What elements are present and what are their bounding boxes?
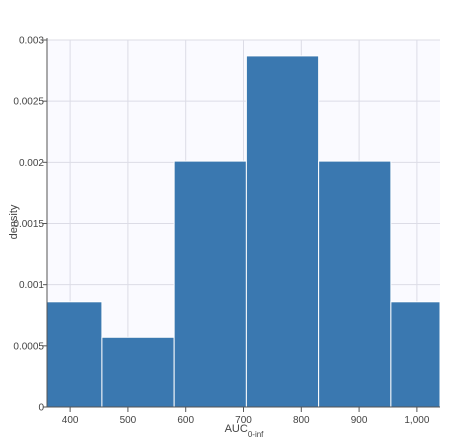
x-tick-label: 600: [177, 415, 194, 426]
tick-labels: 0 0.0005 0.001 0.0015 0.002 0.0025 0.003 400 500…: [13, 36, 429, 427]
x-tick-label: 700: [235, 415, 252, 426]
histogram-bar[interactable]: [390, 301, 441, 408]
histogram-bar[interactable]: [173, 160, 247, 408]
x-tick-label: 1,000: [404, 415, 429, 426]
x-axis-title-subscript: 0-inf: [248, 430, 264, 439]
x-tick-label: 800: [293, 415, 310, 426]
axes: [43, 38, 440, 412]
x-tick-label: 900: [351, 415, 368, 426]
histogram-bar[interactable]: [101, 336, 175, 408]
y-tick-label: 0.001: [19, 280, 44, 291]
histogram-bar[interactable]: [318, 160, 392, 408]
x-axis-title-main: AUC: [225, 423, 248, 435]
x-tick-label: 400: [62, 415, 79, 426]
x-tick-label: 500: [120, 415, 137, 426]
histogram-bar[interactable]: [46, 301, 103, 408]
y-tick-label: 0.002: [19, 158, 44, 169]
x-axis-title: AUC0-inf: [225, 423, 265, 439]
y-tick-label: 0.0005: [13, 341, 44, 352]
histogram-bar[interactable]: [245, 55, 320, 408]
y-tick-label: 0: [38, 403, 44, 414]
y-axis-title: density: [8, 204, 20, 239]
y-tick-label: 0.0015: [13, 219, 44, 230]
y-tick-label: 0.003: [19, 36, 44, 47]
y-tick-label: 0.0025: [13, 97, 44, 108]
histogram-bars: [46, 55, 441, 408]
